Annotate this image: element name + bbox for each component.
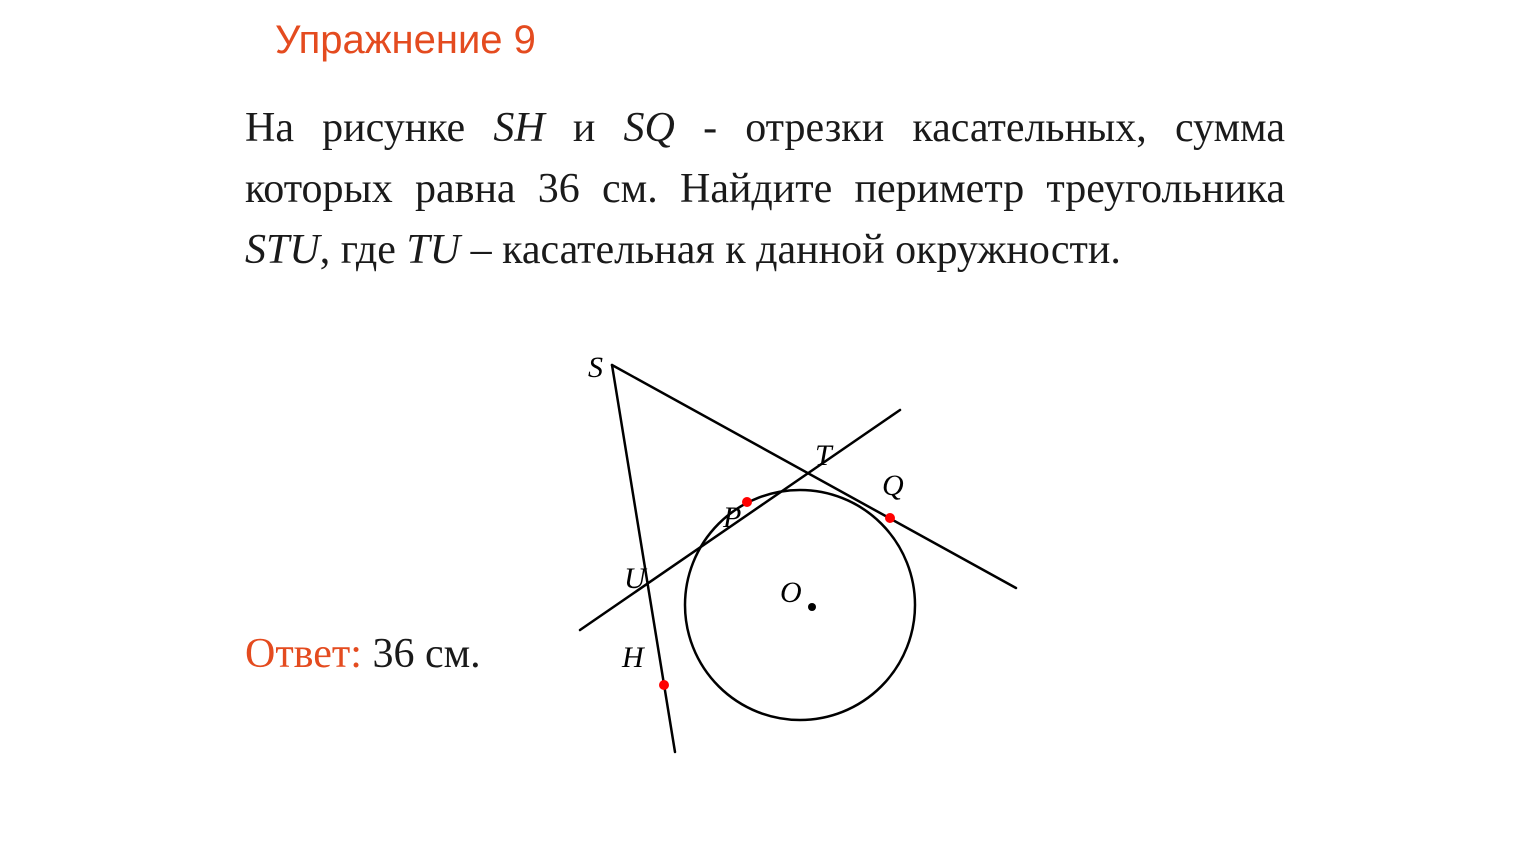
var-STU: STU — [245, 227, 320, 273]
problem-part: , где — [320, 227, 407, 273]
problem-part: На рисунке — [245, 105, 493, 151]
problem-text: На рисунке SH и SQ - отрезки касательных… — [245, 98, 1285, 281]
label-P: P — [722, 501, 741, 534]
center-dot — [808, 603, 816, 611]
answer-value: 36 см. — [362, 631, 481, 677]
answer-line: Ответ: 36 см. — [245, 630, 481, 678]
line-SH — [612, 365, 675, 752]
var-SQ: SQ — [624, 105, 675, 151]
geometry-figure: S T Q P U H O — [480, 355, 1040, 785]
point-P — [742, 497, 752, 507]
label-U: U — [624, 562, 648, 595]
label-H: H — [621, 641, 646, 674]
label-S: S — [588, 351, 603, 384]
exercise-title: Упражнение 9 — [275, 18, 536, 63]
var-TU: TU — [406, 227, 460, 273]
label-T: T — [815, 439, 834, 472]
point-Q — [885, 513, 895, 523]
answer-label: Ответ: — [245, 631, 362, 677]
label-O: O — [780, 576, 802, 609]
var-SH: SH — [493, 105, 544, 151]
line-SQ — [612, 365, 1016, 588]
label-Q: Q — [882, 469, 904, 502]
problem-part: – касательная к данной окружности. — [460, 227, 1121, 273]
point-H — [659, 680, 669, 690]
problem-part: и — [545, 105, 624, 151]
